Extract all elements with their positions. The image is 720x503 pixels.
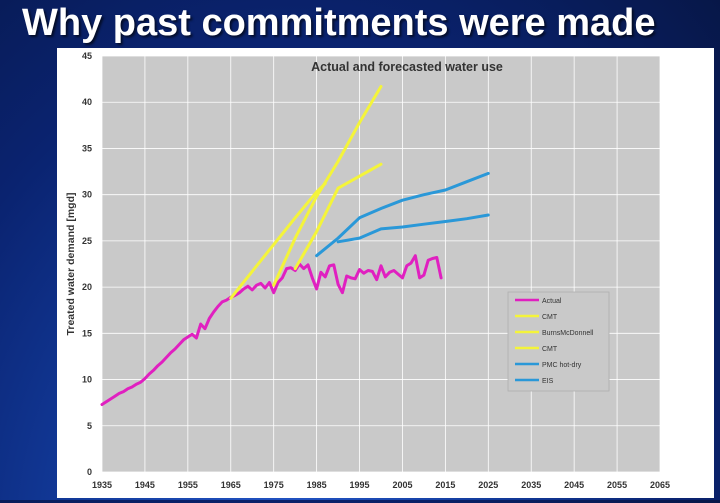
y-tick-label: 30 [82,190,92,200]
chart-title: Actual and forecasted water use [311,60,503,74]
x-tick-label: 2065 [650,480,670,490]
series-line-4 [293,162,383,271]
series-line-2 [229,182,327,300]
y-tick-label: 25 [82,236,92,246]
x-tick-label: 2055 [607,480,627,490]
y-axis-label: Treated water demand [mgd] [65,193,77,336]
series-line-1 [100,254,443,406]
series-line-6 [336,213,490,244]
x-tick-label: 2015 [435,480,455,490]
y-tick-label: 0 [87,467,92,477]
legend-label: Actual [542,298,562,305]
x-tick-label: 1935 [92,480,112,490]
series-lines [100,85,490,406]
chart-frame: 0 5 10 15 20 25 30 35 40 45 1935 1945 1955 1965 1975 1… [57,48,714,498]
legend-label: PMC hot-dry [542,362,582,369]
y-tick-label: 10 [82,375,92,385]
series-line-5 [315,171,490,258]
y-tick-label: 20 [82,282,92,292]
x-tick-label: 1945 [135,480,155,490]
legend-label: EIS [542,378,554,385]
x-tick-label: 2025 [478,480,498,490]
y-tick-label: 35 [82,143,92,153]
y-tick-label: 5 [87,421,92,431]
x-tick-label: 1965 [221,480,241,490]
x-tick-label: 2035 [521,480,541,490]
legend-box [507,291,610,392]
y-tick-label: 45 [82,51,92,61]
x-tick-labels: 1935 1945 1955 1965 1975 1985 1995 2005 2015 2025… [92,480,670,490]
series-line-3 [272,85,383,287]
grid-lines [101,55,661,473]
y-tick-label: 40 [82,97,92,107]
legend-label: CMT [542,346,558,353]
x-tick-label: 2005 [392,480,412,490]
slide-title: Why past commitments were made [22,2,656,44]
x-tick-label: 1995 [350,480,370,490]
y-tick-labels: 0 5 10 15 20 25 30 35 40 45 [82,51,92,477]
legend: Actual CMT BurnsMcDonnell CMT PMC hot-dry EIS [507,291,610,392]
plot-area [102,56,660,472]
x-tick-label: 1985 [307,480,327,490]
x-tick-label: 1955 [178,480,198,490]
legend-items: Actual CMT BurnsMcDonnell CMT PMC hot-dry EIS [515,298,594,385]
x-tick-label: 2045 [564,480,584,490]
x-tick-label: 1975 [264,480,284,490]
y-tick-label: 15 [82,328,92,338]
legend-label: CMT [542,314,558,321]
legend-label: BurnsMcDonnell [542,330,594,337]
